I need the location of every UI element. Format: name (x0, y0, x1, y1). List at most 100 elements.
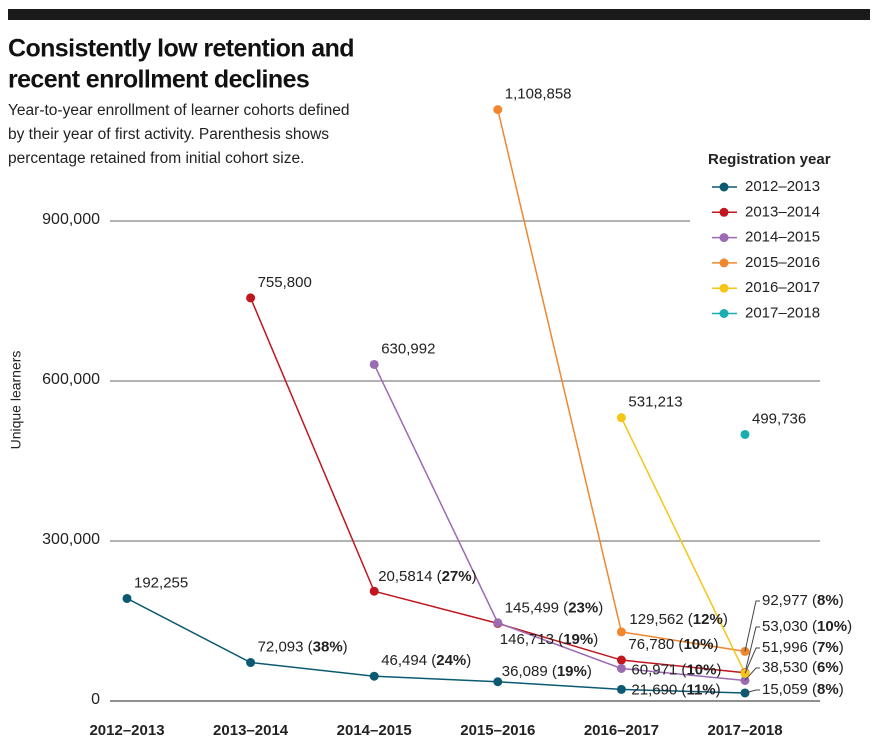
data-point (616, 655, 626, 665)
label-part: 38,530 ( (762, 659, 817, 676)
label-part: 6% (817, 659, 839, 676)
y-tick-label: 0 (91, 691, 100, 708)
label-part: 46,494 ( (381, 652, 436, 669)
label-part: 60,971 ( (631, 661, 686, 678)
label-part: ) (847, 618, 852, 635)
top-bar (8, 9, 870, 20)
label-part: 21,690 ( (631, 681, 686, 698)
data-point (616, 627, 626, 637)
data-label: 53,030 (10%) (762, 618, 852, 635)
data-label: 76,780 (10%) (628, 636, 718, 653)
label-part: 8% (817, 681, 839, 698)
x-tick-label: 2012–2013 (89, 722, 164, 739)
data-label: 1,108,858 (505, 86, 572, 103)
leader-line (744, 689, 760, 694)
leader-line (744, 667, 760, 681)
data-label: 630,992 (381, 340, 435, 357)
data-label: 20,5814 (27%) (378, 568, 476, 585)
data-label: 129,562 (12%) (629, 611, 727, 628)
label-part: ) (713, 636, 718, 653)
data-label: 21,690 (11%) (631, 681, 720, 698)
label-part: 53,030 ( (762, 618, 817, 635)
legend-label: 2015–2016 (745, 254, 820, 271)
data-point (740, 429, 750, 439)
data-label: 36,089 (19%) (502, 663, 592, 680)
label-part: 8% (817, 592, 839, 609)
label-part: 10% (683, 636, 713, 653)
data-point (493, 618, 503, 628)
legend-swatch (719, 207, 729, 217)
legend-swatch (719, 233, 729, 243)
subtitle: percentage retained from initial cohort … (8, 150, 304, 167)
data-point (369, 359, 379, 369)
label-part: 92,977 ( (762, 592, 817, 609)
label-part: ) (593, 631, 598, 648)
label-part: 129,562 ( (629, 611, 692, 628)
leader-line (744, 600, 760, 652)
label-part: 10% (686, 661, 716, 678)
data-label: 38,530 (6%) (762, 659, 844, 676)
data-label: 72,093 (38%) (258, 639, 348, 656)
legend-label: 2013–2014 (745, 203, 820, 220)
label-part: 19% (557, 663, 587, 680)
label-part: ) (598, 599, 603, 616)
chart-title: recent enrollment declines (8, 66, 309, 94)
label-part: 11% (686, 681, 715, 698)
x-tick-label: 2015–2016 (460, 722, 535, 739)
data-label: 15,059 (8%) (762, 681, 844, 698)
data-point (616, 684, 626, 694)
y-axis-label: Unique learners (8, 351, 24, 450)
label-part: 20,5814 ( (378, 568, 441, 585)
label-part: ) (723, 611, 728, 628)
x-tick-label: 2014–2015 (337, 722, 412, 739)
series-line (620, 417, 746, 674)
label-part: 19% (563, 631, 593, 648)
label-part: 12% (693, 611, 723, 628)
label-part: 15,059 ( (762, 681, 817, 698)
data-label: 755,800 (258, 274, 312, 291)
data-label: 531,213 (628, 394, 682, 411)
leader-line (744, 647, 760, 674)
leader-line (744, 626, 760, 673)
data-label: 499,736 (752, 410, 806, 427)
data-label: 51,996 (7%) (762, 639, 844, 656)
label-part: 27% (442, 568, 472, 585)
label-part: 145,499 ( (505, 599, 568, 616)
label-part: ) (716, 661, 721, 678)
legend-swatch (719, 283, 729, 293)
x-tick-label: 2016–2017 (584, 722, 659, 739)
chart-title: Consistently low retention and (8, 35, 354, 63)
data-point (246, 293, 256, 303)
label-part: 72,093 ( (258, 639, 313, 656)
legend-title: Registration year (708, 151, 831, 168)
data-point (246, 658, 256, 668)
legend-swatch (719, 309, 729, 318)
legend-swatch (719, 182, 729, 192)
data-point (369, 586, 379, 596)
label-part: ) (472, 568, 477, 585)
label-part: ) (839, 659, 844, 676)
legend-label: 2012–2013 (745, 178, 820, 195)
label-part: 146,713 ( (500, 631, 563, 648)
subtitle: by their year of first activity. Parenth… (8, 126, 329, 143)
label-part: 7% (817, 639, 839, 656)
legend-label: 2014–2015 (745, 229, 820, 246)
series-line (126, 597, 746, 694)
x-tick-label: 2017–2018 (707, 722, 782, 739)
label-part: 10% (817, 618, 847, 635)
data-point (493, 105, 503, 115)
label-part: ) (839, 592, 844, 609)
data-point (616, 413, 626, 423)
subtitle: Year-to-year enrollment of learner cohor… (8, 102, 349, 119)
label-part: 23% (568, 599, 598, 616)
label-part: 36,089 ( (502, 663, 557, 680)
data-point (122, 593, 132, 603)
legend-swatch (719, 258, 729, 268)
data-label: 145,499 (23%) (505, 599, 603, 616)
data-point (493, 677, 503, 687)
label-part: ) (839, 639, 844, 656)
data-label: 146,713 (19%) (500, 631, 598, 648)
y-tick-label: 300,000 (42, 531, 100, 548)
legend-label: 2017–2018 (745, 304, 820, 321)
